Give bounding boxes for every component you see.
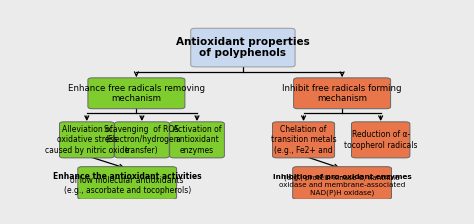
FancyBboxPatch shape <box>273 122 335 158</box>
Text: Alleviation of
oxidative stress
caused by nitric oxide: Alleviation of oxidative stress caused b… <box>45 125 129 155</box>
Text: Inhibit free radicals forming
mechanism: Inhibit free radicals forming mechanism <box>283 84 402 103</box>
Text: Enhance free radicals removing
mechanism: Enhance free radicals removing mechanism <box>68 84 205 103</box>
Text: Activation of
antioxidant
enzymes: Activation of antioxidant enzymes <box>173 125 221 155</box>
Text: Antioxidant properties
of polyphenols: Antioxidant properties of polyphenols <box>176 37 310 58</box>
FancyBboxPatch shape <box>293 78 391 109</box>
FancyBboxPatch shape <box>293 167 392 199</box>
Text: Chelation of
transition metals
(e.g., Fe2+ and: Chelation of transition metals (e.g., Fe… <box>271 125 337 155</box>
FancyBboxPatch shape <box>191 28 295 67</box>
Text: Inhibition of pro-oxidant enzymes: Inhibition of pro-oxidant enzymes <box>273 174 411 180</box>
FancyBboxPatch shape <box>78 167 177 199</box>
FancyBboxPatch shape <box>115 122 169 158</box>
FancyBboxPatch shape <box>59 122 114 158</box>
Text: (e.g., protein kinase C, xanthine
oxidase and membrane-associated
NAD(P)H oxidas: (e.g., protein kinase C, xanthine oxidas… <box>279 175 405 196</box>
Text: Enhance the antioxidant activities: Enhance the antioxidant activities <box>53 172 201 181</box>
Text: of low molecular antioxidants
(e.g., ascorbate and tocopherols): of low molecular antioxidants (e.g., asc… <box>64 176 191 195</box>
FancyBboxPatch shape <box>352 122 410 158</box>
Text: Reduction of α-
tocopherol radicals: Reduction of α- tocopherol radicals <box>344 130 418 150</box>
Text: Scavenging  of ROS
(Electron/hydrogen
transfer): Scavenging of ROS (Electron/hydrogen tra… <box>104 125 179 155</box>
FancyBboxPatch shape <box>170 122 224 158</box>
FancyBboxPatch shape <box>88 78 185 109</box>
